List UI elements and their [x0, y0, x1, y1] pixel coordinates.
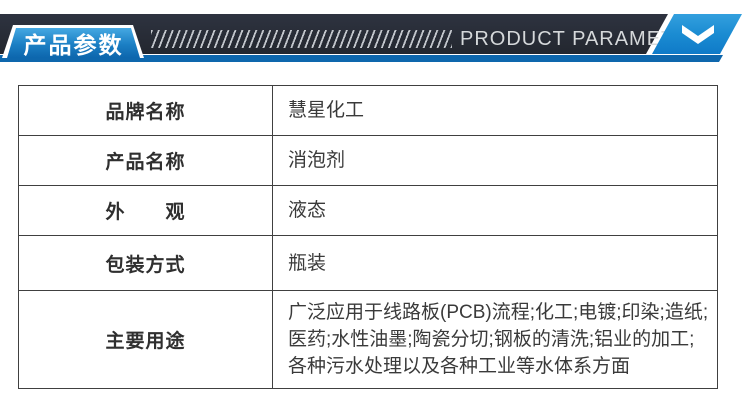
param-label: 外 观 — [18, 185, 273, 236]
collapse-section-button[interactable] — [652, 14, 742, 54]
table-row: 外 观 液态 — [18, 185, 718, 236]
table-row: 产品名称 消泡剂 — [18, 135, 718, 186]
param-value: 广泛应用于线路板(PCB)流程;化工;电镀;印染;造纸;医药;水性油墨;陶瓷分切… — [272, 290, 718, 389]
section-title-text: 产品参数 — [23, 31, 124, 58]
param-value: 液态 — [272, 185, 718, 236]
chevron-down-icon — [677, 24, 717, 44]
product-parameters-table: 品牌名称 慧星化工 产品名称 消泡剂 外 观 液态 包装方式 瓶装 主要用途 广… — [18, 85, 718, 389]
param-value: 慧星化工 — [272, 85, 718, 136]
param-label: 品牌名称 — [18, 85, 273, 136]
diagonal-stripes-decoration — [151, 30, 452, 48]
param-value: 瓶装 — [272, 235, 718, 291]
header-blue-underline — [0, 55, 723, 62]
table-row: 主要用途 广泛应用于线路板(PCB)流程;化工;电镀;印染;造纸;医药;水性油墨… — [18, 290, 718, 389]
section-title-english: PRODUCT PARAMETERS — [460, 28, 719, 50]
section-title-badge: 产品参数 — [2, 25, 144, 58]
table-row: 包装方式 瓶装 — [18, 235, 718, 291]
section-title-badge-inner: 产品参数 — [7, 28, 140, 58]
param-value: 消泡剂 — [272, 135, 718, 186]
param-label: 包装方式 — [18, 235, 273, 291]
param-label: 主要用途 — [18, 290, 273, 389]
param-label: 产品名称 — [18, 135, 273, 186]
section-header-banner: PRODUCT PARAMETERS 产品参数 — [0, 0, 750, 75]
table-row: 品牌名称 慧星化工 — [18, 85, 718, 136]
